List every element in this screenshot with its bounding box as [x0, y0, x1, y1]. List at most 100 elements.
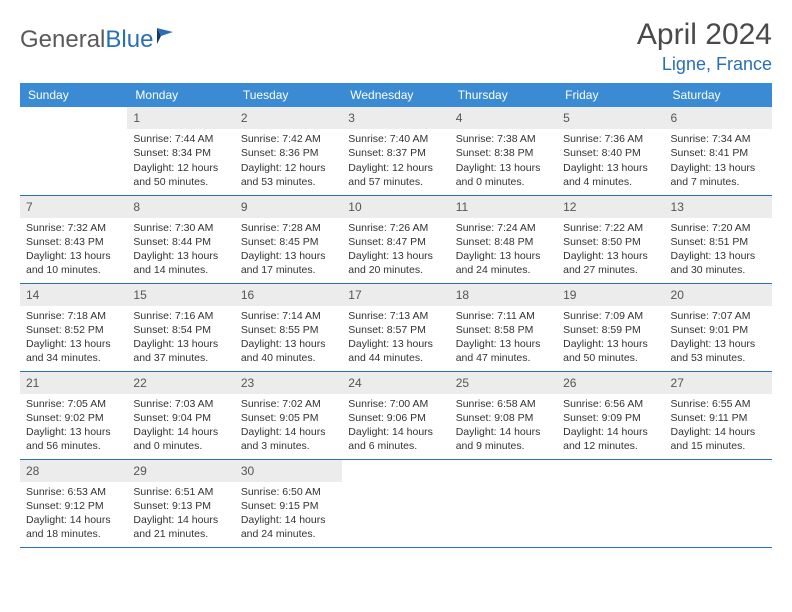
logo-flag-icon	[155, 26, 175, 46]
sunset-line: Sunset: 8:44 PM	[133, 235, 228, 249]
sunset-label: Sunset:	[671, 236, 710, 248]
sunrise-value: 7:14 AM	[282, 310, 321, 322]
day-body: Sunrise: 6:51 AMSunset: 9:13 PMDaylight:…	[127, 482, 234, 546]
day-body: Sunrise: 7:05 AMSunset: 9:02 PMDaylight:…	[20, 394, 127, 458]
sunrise-value: 7:20 AM	[712, 222, 751, 234]
calendar-day-cell: 6Sunrise: 7:34 AMSunset: 8:41 PMDaylight…	[665, 107, 772, 195]
sunrise-line: Sunrise: 7:34 AM	[671, 132, 766, 146]
daylight-line: Daylight: 13 hours and 40 minutes.	[241, 337, 336, 365]
sunset-line: Sunset: 8:41 PM	[671, 146, 766, 160]
daylight-line: Daylight: 13 hours and 47 minutes.	[456, 337, 551, 365]
daylight-line: Daylight: 14 hours and 12 minutes.	[563, 425, 658, 453]
sunset-line: Sunset: 9:02 PM	[26, 411, 121, 425]
sunset-value: 9:15 PM	[279, 500, 318, 512]
calendar-day-cell: 11Sunrise: 7:24 AMSunset: 8:48 PMDayligh…	[450, 195, 557, 283]
calendar-day-cell: 7Sunrise: 7:32 AMSunset: 8:43 PMDaylight…	[20, 195, 127, 283]
sunrise-label: Sunrise:	[241, 222, 282, 234]
sunset-line: Sunset: 9:09 PM	[563, 411, 658, 425]
day-body: Sunrise: 6:50 AMSunset: 9:15 PMDaylight:…	[235, 482, 342, 546]
daylight-label: Daylight:	[563, 338, 607, 350]
day-body: Sunrise: 7:13 AMSunset: 8:57 PMDaylight:…	[342, 306, 449, 370]
weekday-header: Monday	[127, 83, 234, 107]
sunrise-label: Sunrise:	[563, 222, 604, 234]
sunrise-value: 7:22 AM	[605, 222, 644, 234]
sunrise-line: Sunrise: 7:42 AM	[241, 132, 336, 146]
calendar-day-cell	[342, 459, 449, 547]
sunrise-label: Sunrise:	[563, 133, 604, 145]
sunrise-value: 6:55 AM	[712, 398, 751, 410]
daylight-line: Daylight: 14 hours and 9 minutes.	[456, 425, 551, 453]
daylight-label: Daylight:	[563, 162, 607, 174]
calendar-day-cell: 20Sunrise: 7:07 AMSunset: 9:01 PMDayligh…	[665, 283, 772, 371]
sunrise-line: Sunrise: 7:00 AM	[348, 397, 443, 411]
sunrise-line: Sunrise: 7:28 AM	[241, 221, 336, 235]
daylight-label: Daylight:	[133, 250, 177, 262]
sunrise-label: Sunrise:	[133, 222, 174, 234]
day-number: 23	[235, 372, 342, 394]
sunrise-value: 7:00 AM	[390, 398, 429, 410]
sunrise-label: Sunrise:	[671, 222, 712, 234]
sunset-label: Sunset:	[456, 324, 495, 336]
sunrise-label: Sunrise:	[241, 133, 282, 145]
day-number: 13	[665, 196, 772, 218]
weekday-header: Saturday	[665, 83, 772, 107]
sunset-line: Sunset: 8:48 PM	[456, 235, 551, 249]
daylight-line: Daylight: 13 hours and 14 minutes.	[133, 249, 228, 277]
day-number: 21	[20, 372, 127, 394]
day-body: Sunrise: 7:16 AMSunset: 8:54 PMDaylight:…	[127, 306, 234, 370]
weekday-header: Sunday	[20, 83, 127, 107]
sunrise-line: Sunrise: 6:58 AM	[456, 397, 551, 411]
sunrise-line: Sunrise: 7:18 AM	[26, 309, 121, 323]
sunset-line: Sunset: 8:59 PM	[563, 323, 658, 337]
location-label: Ligne, France	[637, 54, 772, 75]
daylight-line: Daylight: 13 hours and 37 minutes.	[133, 337, 228, 365]
sunset-value: 8:52 PM	[65, 324, 104, 336]
calendar-day-cell: 15Sunrise: 7:16 AMSunset: 8:54 PMDayligh…	[127, 283, 234, 371]
sunset-label: Sunset:	[671, 412, 710, 424]
sunrise-label: Sunrise:	[348, 222, 389, 234]
sunrise-label: Sunrise:	[26, 310, 67, 322]
day-number: 19	[557, 284, 664, 306]
sunset-value: 8:43 PM	[65, 236, 104, 248]
daylight-line: Daylight: 13 hours and 4 minutes.	[563, 161, 658, 189]
day-body: Sunrise: 7:40 AMSunset: 8:37 PMDaylight:…	[342, 129, 449, 193]
sunrise-value: 7:40 AM	[390, 133, 429, 145]
calendar-day-cell: 24Sunrise: 7:00 AMSunset: 9:06 PMDayligh…	[342, 371, 449, 459]
calendar-header-row: SundayMondayTuesdayWednesdayThursdayFrid…	[20, 83, 772, 107]
day-body: Sunrise: 7:14 AMSunset: 8:55 PMDaylight:…	[235, 306, 342, 370]
sunset-line: Sunset: 9:04 PM	[133, 411, 228, 425]
daylight-label: Daylight:	[563, 250, 607, 262]
logo-word-blue: Blue	[105, 26, 153, 53]
day-number: 27	[665, 372, 772, 394]
sunset-line: Sunset: 8:47 PM	[348, 235, 443, 249]
sunrise-line: Sunrise: 7:20 AM	[671, 221, 766, 235]
sunset-label: Sunset:	[348, 147, 387, 159]
daylight-line: Daylight: 13 hours and 56 minutes.	[26, 425, 121, 453]
day-number: 7	[20, 196, 127, 218]
sunset-label: Sunset:	[456, 147, 495, 159]
sunset-label: Sunset:	[241, 500, 280, 512]
sunset-label: Sunset:	[563, 412, 602, 424]
day-number: 9	[235, 196, 342, 218]
calendar-day-cell: 5Sunrise: 7:36 AMSunset: 8:40 PMDaylight…	[557, 107, 664, 195]
daylight-label: Daylight:	[26, 338, 70, 350]
day-body: Sunrise: 6:55 AMSunset: 9:11 PMDaylight:…	[665, 394, 772, 458]
daylight-label: Daylight:	[456, 426, 500, 438]
sunset-line: Sunset: 9:06 PM	[348, 411, 443, 425]
sunrise-value: 7:32 AM	[67, 222, 106, 234]
day-body: Sunrise: 7:36 AMSunset: 8:40 PMDaylight:…	[557, 129, 664, 193]
sunset-label: Sunset:	[241, 147, 280, 159]
day-number: 15	[127, 284, 234, 306]
sunset-label: Sunset:	[133, 324, 172, 336]
sunrise-line: Sunrise: 7:30 AM	[133, 221, 228, 235]
calendar-day-cell: 1Sunrise: 7:44 AMSunset: 8:34 PMDaylight…	[127, 107, 234, 195]
sunset-label: Sunset:	[241, 324, 280, 336]
day-body: Sunrise: 7:02 AMSunset: 9:05 PMDaylight:…	[235, 394, 342, 458]
sunset-label: Sunset:	[348, 324, 387, 336]
weekday-header: Tuesday	[235, 83, 342, 107]
day-body: Sunrise: 7:11 AMSunset: 8:58 PMDaylight:…	[450, 306, 557, 370]
sunset-value: 8:44 PM	[172, 236, 211, 248]
sunset-value: 8:45 PM	[279, 236, 318, 248]
sunrise-label: Sunrise:	[241, 398, 282, 410]
day-number: 1	[127, 107, 234, 129]
